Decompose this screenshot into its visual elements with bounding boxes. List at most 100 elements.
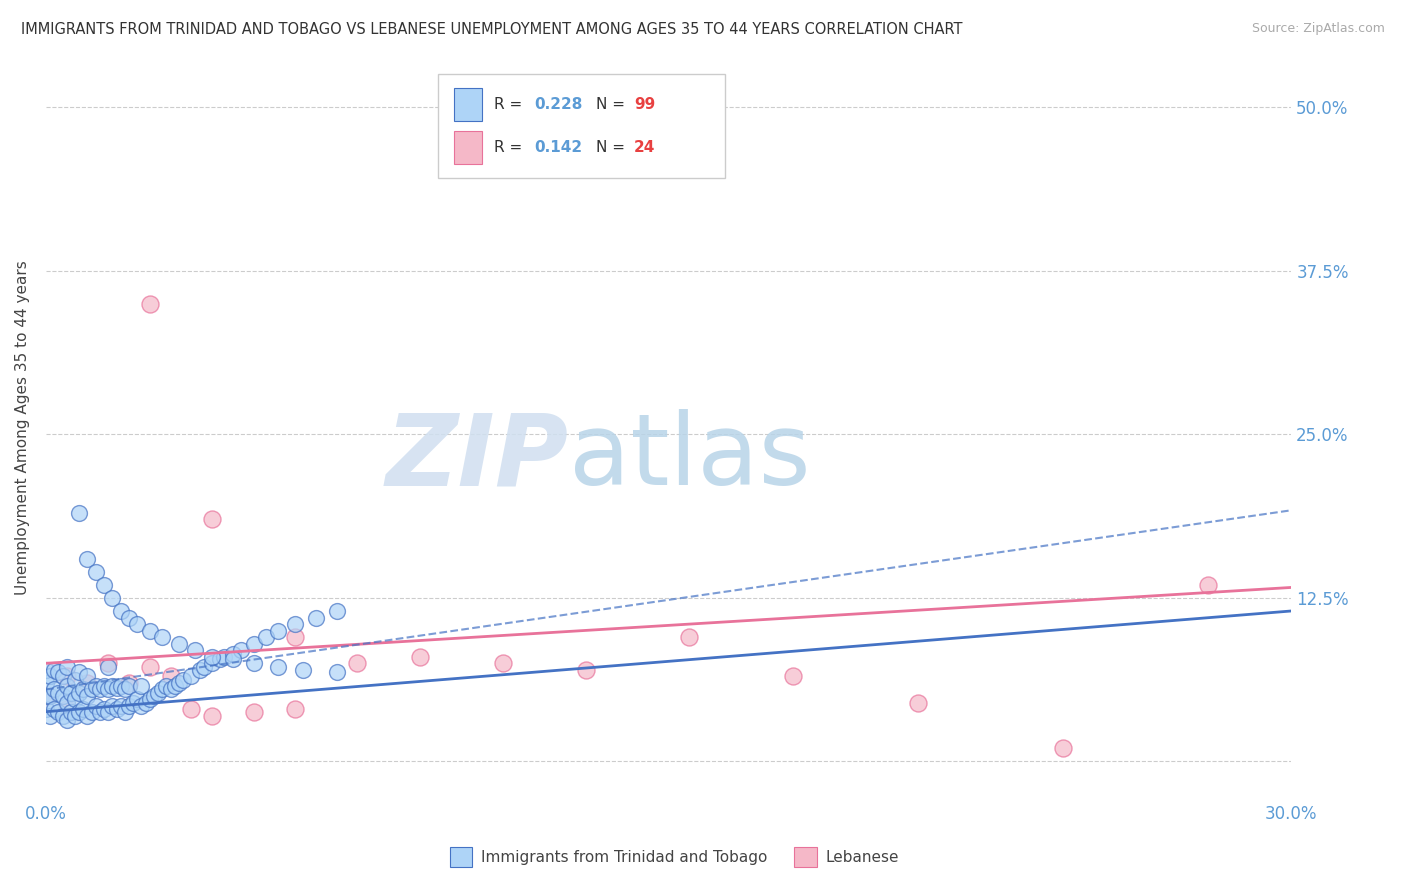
Point [97,705,120,719]
Point [155,679,177,693]
Point [55,696,77,710]
Point [163,679,186,693]
Text: R =: R = [495,140,527,155]
Point [97,657,120,671]
Point [67,506,90,520]
Point [292,663,315,677]
Point [201,649,224,664]
Point [67,686,90,700]
Text: Immigrants from Trinidad and Tobago: Immigrants from Trinidad and Tobago [481,850,768,864]
Point [44,702,66,716]
Point [59,705,82,719]
Point [84,565,107,579]
Point [325,665,347,680]
Point [209,652,232,666]
Point [1052,741,1074,756]
Point [782,669,804,683]
Point [72,682,94,697]
Point [67,665,90,680]
Text: IMMIGRANTS FROM TRINIDAD AND TOBAGO VS LEBANESE UNEMPLOYMENT AMONG AGES 35 TO 44: IMMIGRANTS FROM TRINIDAD AND TOBAGO VS L… [21,22,963,37]
Point [55,713,77,727]
Text: Source: ZipAtlas.com: Source: ZipAtlas.com [1251,22,1385,36]
Point [678,630,700,644]
Point [135,696,157,710]
Point [408,649,430,664]
Point [139,296,162,310]
Y-axis label: Unemployment Among Ages 35 to 44 years: Unemployment Among Ages 35 to 44 years [15,260,30,595]
FancyBboxPatch shape [454,88,482,121]
Point [180,702,202,716]
Point [325,604,347,618]
Point [110,699,132,714]
Point [139,624,162,638]
Point [63,691,86,706]
Point [491,657,513,671]
Point [118,699,141,714]
Point [242,637,264,651]
Point [110,604,132,618]
Point [105,681,128,695]
Point [35,676,58,690]
Point [242,705,264,719]
Point [122,696,145,710]
Point [118,676,141,690]
Point [118,679,141,693]
Point [172,673,194,688]
Point [72,702,94,716]
Point [93,578,115,592]
Point [229,643,252,657]
Point [48,705,70,719]
Point [48,686,70,700]
Point [114,682,136,697]
Point [80,682,103,697]
Point [305,610,328,624]
Point [84,699,107,714]
Point [127,691,149,706]
Point [214,649,236,664]
Point [284,617,307,632]
Point [97,682,120,697]
Point [97,660,120,674]
Point [76,689,98,703]
Point [254,630,277,644]
Point [139,660,162,674]
Point [575,663,598,677]
Point [201,512,224,526]
Point [907,696,929,710]
Point [35,689,58,703]
Point [346,657,368,671]
Point [93,679,115,693]
Point [180,669,202,683]
Text: Lebanese: Lebanese [825,850,898,864]
Point [131,679,153,693]
Point [76,669,98,683]
Point [150,682,173,697]
Point [55,702,77,716]
Point [222,652,245,666]
Point [84,679,107,693]
Point [159,682,181,697]
Point [167,676,190,690]
Point [242,657,264,671]
Text: ZIP: ZIP [387,409,569,506]
Point [150,630,173,644]
Point [284,702,307,716]
Point [89,682,111,697]
Point [39,689,62,703]
Point [201,657,224,671]
Text: 0.228: 0.228 [534,97,582,112]
Point [35,663,58,677]
Point [52,708,75,723]
Point [39,669,62,683]
Point [167,637,190,651]
Point [93,702,115,716]
Point [55,669,77,683]
Point [101,679,124,693]
Point [76,708,98,723]
Text: atlas: atlas [569,409,811,506]
Point [39,708,62,723]
Point [67,705,90,719]
Text: N =: N = [596,140,630,155]
Text: N =: N = [596,97,630,112]
Point [101,591,124,605]
